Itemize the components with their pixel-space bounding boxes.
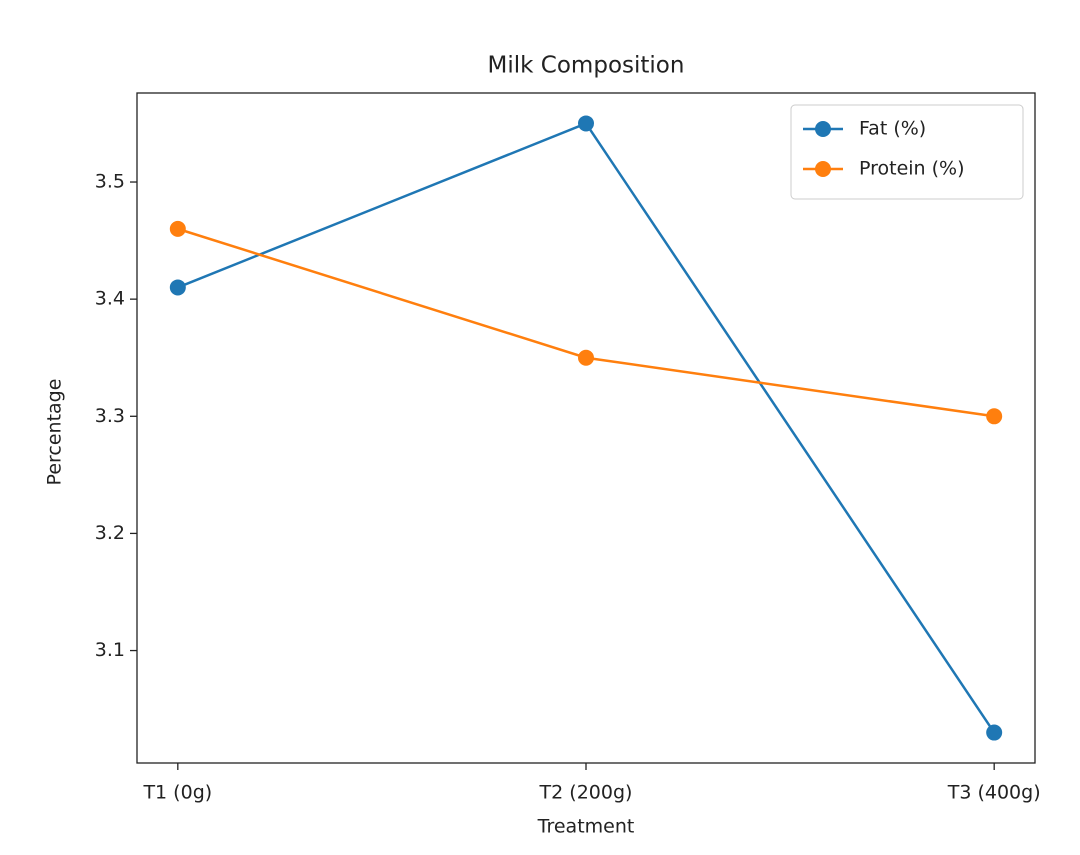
y-tick-label: 3.2	[95, 522, 125, 544]
y-axis-label: Percentage	[44, 379, 66, 486]
series-line	[177, 121, 996, 734]
series-line	[177, 227, 995, 418]
legend-marker	[815, 161, 831, 177]
y-tick-label: 3.5	[95, 171, 125, 193]
plot-frame	[136, 92, 1036, 764]
data-point	[986, 408, 1003, 425]
x-axis-label: Treatment	[537, 816, 635, 838]
data-point	[169, 279, 186, 296]
x-tick-label: T3 (400g)	[947, 782, 1041, 804]
y-tick-label: 3.3	[95, 405, 125, 427]
data-point	[986, 724, 1003, 741]
chart-title: Milk Composition	[488, 53, 685, 79]
data-point	[578, 349, 594, 366]
x-tick-label: T2 (200g)	[539, 782, 633, 804]
y-tick-label: 3.4	[95, 288, 125, 310]
data-point	[578, 115, 594, 132]
y-tick-label: 3.1	[95, 639, 125, 661]
legend-box	[790, 104, 1024, 200]
legend-label: Fat (%)	[859, 118, 926, 140]
legend-label: Protein (%)	[859, 158, 965, 180]
data-point	[169, 220, 186, 237]
x-tick-label: T1 (0g)	[142, 782, 212, 804]
legend-marker	[815, 121, 831, 137]
